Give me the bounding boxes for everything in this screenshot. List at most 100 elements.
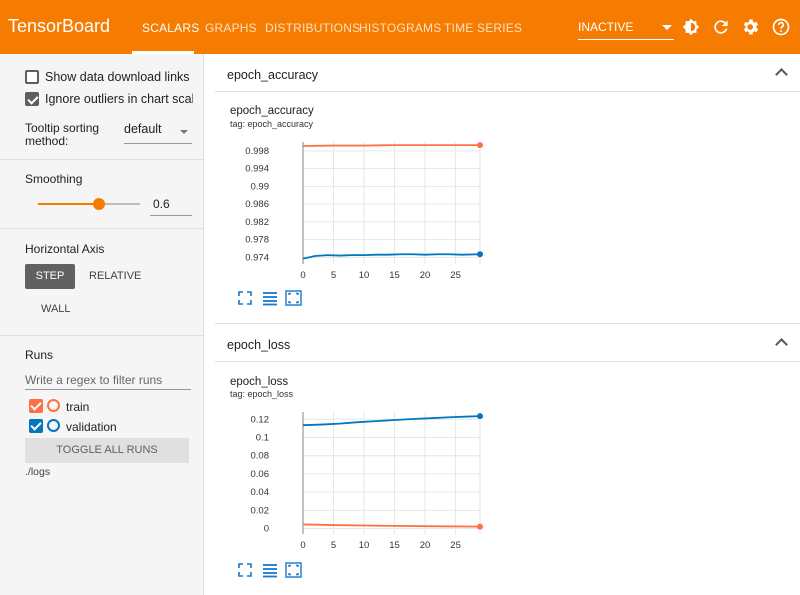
chart-title: epoch_loss (230, 376, 289, 388)
runs-filter-input[interactable]: Write a regex to filter runs (25, 370, 191, 390)
fit-domain-icon[interactable] (285, 290, 302, 306)
tooltip-sorting-label: Tooltip sorting (25, 121, 100, 135)
smoothing-section: Smoothing (0, 160, 204, 228)
toggle-log-scale-icon[interactable] (263, 292, 277, 306)
axis-step-button[interactable]: STEP (25, 264, 75, 289)
smoothing-input[interactable]: 0.6 (150, 194, 192, 216)
logdir-label: ./logs (25, 466, 51, 478)
smoothing-slider[interactable] (38, 198, 140, 210)
ignore-outliers-label: Ignore outliers in chart scaling (45, 92, 193, 106)
settings-sidebar: Show data download links Ignore outliers… (0, 54, 204, 595)
show-download-links-label: Show data download links (45, 70, 190, 84)
smoothing-slider-fill (38, 203, 100, 205)
smoothing-slider-thumb[interactable] (93, 198, 106, 210)
divider (0, 335, 204, 336)
run-train-color-icon[interactable] (47, 399, 60, 412)
chart-tag: tag: epoch_accuracy (230, 119, 314, 129)
x-tick-label: 5 (331, 270, 336, 281)
series-end-point (477, 142, 483, 149)
theme-toggle-icon[interactable] (681, 17, 701, 37)
tab-histograms[interactable]: HISTOGRAMS (359, 21, 442, 35)
x-tick-label: 5 (331, 540, 336, 551)
chevron-up-icon[interactable] (775, 68, 788, 81)
fullscreen-icon[interactable] (238, 291, 252, 305)
help-icon[interactable] (771, 17, 791, 37)
y-tick-label: 0.982 (245, 217, 269, 228)
series-line (302, 144, 480, 147)
x-tick-label: 25 (450, 540, 461, 551)
active-tab-indicator (132, 51, 194, 54)
y-tick-label: 0.994 (245, 164, 269, 175)
x-tick-label: 20 (420, 270, 431, 281)
toggle-all-runs-button[interactable]: TOGGLE ALL RUNS (25, 438, 189, 463)
x-tick-label: 15 (389, 270, 400, 281)
y-tick-label: 0.986 (245, 199, 269, 210)
chevron-up-icon[interactable] (775, 338, 788, 351)
ignore-outliers-checkbox[interactable] (25, 92, 39, 106)
series-line (302, 415, 481, 427)
app-title: TensorBoard (8, 16, 111, 36)
x-tick-label: 0 (300, 540, 305, 551)
tab-scalars[interactable]: SCALARS (142, 21, 200, 35)
series-end-point (477, 251, 483, 258)
x-tick-label: 10 (359, 270, 370, 281)
smoothing-value: 0.6 (153, 197, 170, 211)
chart-title: epoch_accuracy (230, 105, 314, 117)
settings-gear-icon[interactable] (741, 17, 761, 37)
run-train-label: train (66, 400, 90, 414)
runs-filter-placeholder: Write a regex to filter runs (25, 373, 163, 387)
card-header-title: epoch_loss (227, 338, 291, 352)
tab-distributions[interactable]: DISTRIBUTIONS (265, 21, 361, 35)
options-section: Show data download links Ignore outliers… (0, 54, 204, 160)
series-end-point (477, 413, 483, 420)
y-tick-label: 0.06 (251, 469, 270, 480)
run-train-checkbox[interactable] (29, 399, 43, 413)
show-download-links-checkbox[interactable] (25, 70, 39, 84)
tab-time-series[interactable]: TIME SERIES (444, 21, 523, 35)
y-tick-label: 0.08 (251, 451, 270, 462)
horizontal-axis-label: Horizontal Axis (25, 242, 105, 256)
divider (0, 228, 204, 229)
chart-toolbar (237, 290, 317, 311)
y-tick-label: 0.02 (251, 505, 270, 516)
axis-relative-button[interactable]: RELATIVE (89, 270, 142, 282)
x-tick-label: 15 (389, 540, 400, 551)
tab-graphs[interactable]: GRAPHS (205, 21, 257, 35)
card-body-epoch-accuracy: epoch_accuracy tag: epoch_accuracy 0 5 10 1… (215, 92, 800, 324)
x-tick-label: 25 (450, 270, 461, 281)
card-body-epoch-loss: epoch_loss tag: epoch_loss 0 5 10 15 20 25 0 0.… (215, 362, 800, 595)
x-tick-label: 0 (300, 270, 305, 281)
series-line (302, 523, 481, 528)
series-end-point (477, 523, 483, 530)
epoch-accuracy-chart[interactable]: 0 5 10 15 20 25 0.974 0.978 0.982 0.986 0.99 0.994 0… (215, 132, 495, 284)
fit-domain-icon[interactable] (285, 562, 302, 578)
fullscreen-icon[interactable] (238, 563, 252, 577)
tooltip-sorting-label-2: method: (25, 134, 69, 148)
y-tick-label: 0 (264, 524, 269, 535)
y-tick-label: 0.998 (245, 146, 269, 157)
axis-wall-button[interactable]: WALL (41, 303, 71, 315)
run-validation-checkbox[interactable] (29, 419, 43, 433)
card-header-epoch-accuracy[interactable]: epoch_accuracy (215, 56, 800, 92)
y-tick-label: 0.99 (251, 181, 270, 192)
caret-down-icon (180, 130, 188, 134)
toggle-log-scale-icon[interactable] (263, 564, 277, 578)
run-validation-label: validation (66, 420, 117, 434)
epoch-loss-chart[interactable]: 0 5 10 15 20 25 0 0.02 0.04 0.06 0.08 0.1 0.12 (215, 402, 495, 554)
runs-label: Runs (25, 348, 54, 362)
card-header-title: epoch_accuracy (227, 68, 319, 82)
inactive-plugins-dropdown[interactable]: INACTIVE (578, 18, 674, 40)
run-validation-color-icon[interactable] (47, 419, 60, 432)
caret-down-icon (662, 25, 672, 30)
scalars-main-panel: epoch_accuracy epoch_accuracy tag: epoch… (205, 54, 800, 595)
refresh-icon[interactable] (711, 17, 731, 37)
chart-tag: tag: epoch_loss (230, 389, 294, 399)
tooltip-sorting-dropdown[interactable]: default (124, 122, 192, 144)
smoothing-label: Smoothing (25, 172, 83, 186)
tooltip-sorting-value: default (124, 122, 162, 136)
card-header-epoch-loss[interactable]: epoch_loss (215, 326, 800, 362)
y-tick-label: 0.04 (251, 487, 270, 498)
y-tick-label: 0.1 (256, 432, 269, 443)
top-app-bar: TensorBoard SCALARS GRAPHS DISTRIBUTIONS… (0, 0, 800, 54)
y-tick-label: 0.974 (245, 252, 269, 263)
